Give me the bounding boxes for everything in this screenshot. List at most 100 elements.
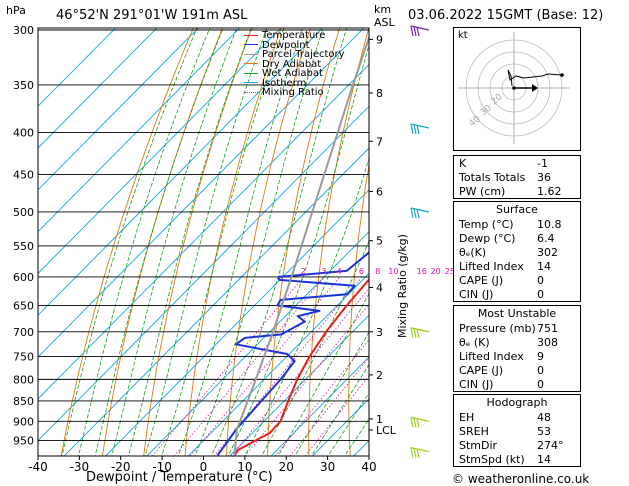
wet-adiabat-line	[194, 28, 324, 456]
hodo-row-label: StmSpd (kt)	[459, 453, 525, 466]
hodo-ring-label-20: 20	[490, 92, 505, 107]
storm-motion-arrowhead	[532, 84, 538, 92]
wind-barb-feather	[413, 448, 417, 458]
legend-swatch	[244, 91, 258, 93]
legend-label: Wet Adiabat	[262, 68, 323, 79]
pressure-tick-label: 300	[13, 24, 34, 37]
wet-adiabat-line	[144, 28, 268, 456]
wind-barb-feather	[416, 125, 420, 135]
legend-swatch	[244, 44, 258, 45]
mu-row-label: Pressure (mb)	[459, 322, 536, 335]
most-unstable-title: Most Unstable	[477, 307, 557, 320]
x-tick-label: 30	[320, 460, 335, 474]
k-index-value: -1	[537, 157, 548, 170]
isotherm-line	[38, 28, 282, 275]
pressure-tick-label: 600	[13, 271, 34, 284]
mixing-ratio-line	[230, 287, 369, 456]
hodograph-trace	[507, 69, 563, 87]
hodograph-center-dot	[512, 86, 516, 90]
isotherm-line	[38, 28, 117, 107]
surface-row-value: 0	[537, 288, 544, 301]
legend-label: Isotherm	[262, 77, 307, 89]
surface-row-label: CAPE (J)	[459, 274, 504, 287]
pressure-tick-label: 700	[13, 326, 34, 339]
hodo-row-value: 14	[537, 453, 551, 466]
mu-row-label: CIN (J)	[459, 378, 494, 391]
km-tick-label: 5	[376, 235, 383, 248]
pressure-tick-label: 350	[13, 79, 34, 92]
mixing-ratio-line	[151, 276, 304, 456]
dry-adiabat-line	[225, 28, 311, 456]
x-tick-label: -10	[152, 460, 172, 474]
dry-adiabat-line	[60, 28, 194, 456]
surface-row-value: 6.4	[537, 232, 555, 245]
x-tick-label: 20	[279, 460, 294, 474]
surface-title: Surface	[496, 203, 538, 216]
wet-adiabat-line	[277, 292, 369, 456]
x-tick-label: 40	[361, 460, 376, 474]
wind-barb-feather	[410, 123, 414, 135]
isotherm-line	[38, 63, 369, 400]
pressure-tick-label: 950	[13, 435, 34, 448]
surface-row-value: 0	[537, 274, 544, 287]
mixing-ratio-line	[304, 375, 369, 456]
km-tick-label: 1	[376, 413, 383, 426]
pressure-tick-label: 750	[13, 350, 34, 363]
mixing-ratio-label: 25	[445, 267, 455, 276]
wet-adiabat-line	[227, 43, 369, 456]
wind-barb-feather	[416, 328, 420, 338]
x-axis-label: Dewpoint / Temperature (°C)	[86, 470, 273, 485]
wind-barb-feather	[410, 207, 414, 219]
x-tick-label: -40	[28, 460, 48, 474]
datetime-label: 03.06.2022 15GMT (Base: 12)	[408, 8, 604, 23]
mixing-ratio-label: 20	[431, 267, 441, 276]
pressure-tick-label: 450	[13, 168, 34, 181]
wet-adiabat-line	[61, 28, 198, 456]
km-tick-label: 9	[376, 33, 383, 46]
mu-row-value: 0	[537, 378, 544, 391]
hodograph: kt 40 30 20	[453, 27, 581, 151]
hodo-row-value: 53	[537, 425, 551, 438]
pressure-tick-label: 650	[13, 299, 34, 312]
dry-adiabat-line	[102, 28, 223, 456]
isotherm-line	[38, 28, 365, 358]
series-line-dewpoint	[216, 251, 369, 456]
wet-adiabat-line	[78, 28, 211, 456]
surface-row-label: CIN (J)	[459, 288, 494, 301]
wind-barb-feather	[416, 418, 420, 428]
legend-swatch	[244, 63, 258, 64]
x-tick-label: 10	[237, 460, 252, 474]
pressure-tick-label: 550	[13, 240, 34, 253]
wind-barb-feather	[410, 25, 414, 37]
hodograph-plot: 40 30 20	[458, 32, 570, 144]
wet-adiabat-line	[161, 28, 285, 456]
pressure-tick-label: 500	[13, 206, 34, 219]
hodo-row-label: SREH	[459, 425, 489, 438]
x-tick-label: -30	[70, 460, 90, 474]
wind-barb-feather	[416, 27, 420, 37]
mixing-ratio-line	[244, 303, 369, 456]
wind-barb-feather	[416, 209, 420, 219]
mixing-ratio-line	[274, 339, 369, 456]
km-tick-label: LCL	[376, 424, 397, 437]
legend-item: Wet Adiabat	[244, 69, 345, 79]
series-lines	[216, 34, 369, 456]
dry-adiabat-line	[598, 18, 629, 459]
hodo-row-label: StmDir	[459, 439, 498, 452]
mixing-ratio-line	[289, 356, 369, 456]
mu-row-value: 0	[537, 364, 544, 377]
hodograph-table-title: Hodograph	[486, 396, 548, 409]
isotherm-line	[63, 147, 369, 456]
mu-row-value: 9	[537, 350, 544, 363]
mixing-ratio-label: 4	[337, 267, 342, 276]
mu-row-value: 751	[537, 322, 558, 335]
wet-adiabat-line	[127, 28, 252, 456]
hodo-row-value: 274°	[537, 439, 564, 452]
asl-label: ASL	[374, 16, 395, 29]
mu-row-value: 308	[537, 336, 558, 349]
legend-label: Mixing Ratio	[262, 87, 324, 98]
legend-item: Temperature	[244, 31, 345, 41]
legend-item: Isotherm	[244, 77, 345, 89]
wind-barb-feather	[413, 26, 417, 37]
